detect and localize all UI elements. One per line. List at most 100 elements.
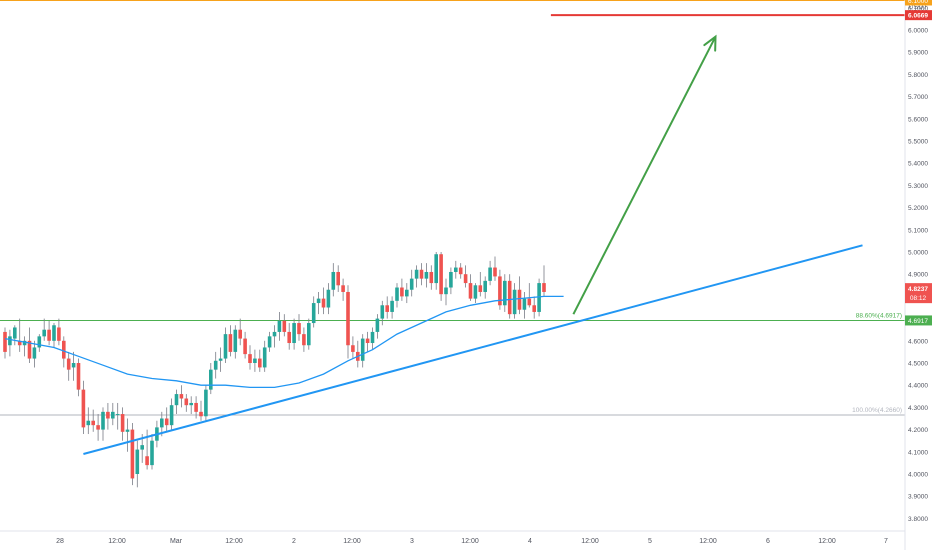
time-tick-label: 12:00 bbox=[343, 538, 361, 545]
candle-body bbox=[439, 254, 443, 295]
price-tick-label: 5.4000 bbox=[908, 161, 928, 168]
candle-body bbox=[57, 327, 61, 341]
candle-body bbox=[292, 323, 296, 344]
candle-body bbox=[174, 394, 179, 406]
time-tick-label: 12:00 bbox=[108, 538, 126, 545]
ascending-trendline bbox=[83, 244, 863, 455]
price-axis-background[interactable] bbox=[905, 0, 932, 550]
candle-body bbox=[111, 411, 115, 419]
candle-body bbox=[204, 389, 208, 417]
fib-886-price-value: 4.6917 bbox=[908, 318, 928, 325]
price-tick-label: 4.4000 bbox=[908, 383, 928, 390]
candle-body bbox=[429, 271, 434, 284]
price-tick-label: 5.8000 bbox=[908, 72, 928, 79]
candle-body bbox=[272, 331, 277, 337]
candle-body bbox=[81, 389, 86, 428]
candle-body bbox=[243, 338, 247, 355]
candle-body bbox=[213, 360, 218, 370]
candle-body bbox=[179, 394, 184, 399]
price-tick-label: 5.3000 bbox=[908, 183, 928, 190]
price-tick-label: 5.0000 bbox=[908, 250, 928, 257]
candle-body bbox=[341, 285, 345, 292]
candle-body bbox=[390, 300, 394, 312]
time-axis-ticks: 28 12:00 Mar 12:00 2 12:00 3 12:00 4 12:00 5 12:00 6… bbox=[56, 538, 888, 545]
price-tick-label: 5.9000 bbox=[908, 50, 928, 57]
candle-body bbox=[542, 283, 546, 292]
candle-body bbox=[336, 271, 340, 286]
candle-body bbox=[199, 411, 203, 417]
candle-body bbox=[13, 327, 17, 339]
candle-body bbox=[223, 334, 228, 359]
candle-body bbox=[532, 305, 536, 312]
candle-body bbox=[42, 329, 46, 337]
candle-body bbox=[321, 298, 326, 308]
candle-body bbox=[32, 347, 37, 359]
candle-body bbox=[503, 280, 507, 306]
candle-body bbox=[326, 289, 331, 308]
candle-body bbox=[233, 329, 238, 352]
candle-body bbox=[311, 303, 316, 324]
candle-body bbox=[218, 358, 223, 361]
candle-body bbox=[253, 358, 257, 363]
candle-body bbox=[140, 445, 144, 450]
price-tick-label: 5.5000 bbox=[908, 139, 928, 146]
candlestick-series bbox=[3, 252, 546, 488]
candle-body bbox=[507, 280, 512, 315]
candle-body bbox=[238, 329, 242, 339]
candle-body bbox=[282, 320, 287, 332]
candle-body bbox=[419, 269, 424, 279]
candle-body bbox=[488, 267, 492, 281]
candle-body bbox=[62, 340, 66, 359]
time-tick-label: Mar bbox=[170, 538, 183, 545]
price-tick-label: 4.6000 bbox=[908, 338, 928, 345]
candle-body bbox=[164, 418, 169, 426]
time-tick-label: 28 bbox=[56, 538, 64, 545]
time-tick-label: 2 bbox=[292, 538, 296, 545]
candle-body bbox=[512, 289, 517, 315]
candle-body bbox=[302, 334, 306, 346]
candle-body bbox=[405, 289, 409, 297]
price-tick-label: 5.6000 bbox=[908, 116, 928, 123]
price-tick-label: 4.3000 bbox=[908, 405, 928, 412]
target-price-tag bbox=[905, 10, 932, 21]
price-tick-label: 4.9000 bbox=[908, 272, 928, 279]
candle-body bbox=[125, 429, 130, 432]
candle-body bbox=[454, 267, 458, 272]
candle-body bbox=[37, 336, 42, 348]
candle-body bbox=[493, 267, 497, 277]
candle-body bbox=[228, 334, 233, 352]
current-price-value: 4.8237 bbox=[908, 286, 928, 293]
candle-body bbox=[331, 271, 336, 290]
candle-body bbox=[468, 283, 473, 299]
candle-body bbox=[22, 340, 27, 346]
candle-body bbox=[385, 305, 389, 312]
candle-body bbox=[370, 331, 375, 344]
candle-body bbox=[160, 418, 164, 428]
candle-body bbox=[189, 402, 193, 406]
time-tick-label: 4 bbox=[528, 538, 532, 545]
price-tick-label: 3.8000 bbox=[908, 516, 928, 523]
candle-body bbox=[150, 440, 154, 466]
fibonacci-levels[interactable]: 50.00%(6.1330)88.60%(4.6917)100.00%(4.26… bbox=[0, 0, 905, 416]
candle-body bbox=[86, 420, 91, 426]
candle-body bbox=[101, 411, 105, 430]
price-tick-label: 4.0000 bbox=[908, 472, 928, 479]
candle-body bbox=[3, 331, 7, 352]
drawings[interactable] bbox=[83, 14, 905, 455]
candle-body bbox=[307, 323, 311, 346]
candle-body bbox=[463, 274, 468, 284]
candle-body bbox=[365, 338, 370, 344]
candle-body bbox=[414, 269, 419, 279]
candle-body bbox=[267, 336, 272, 348]
candle-body bbox=[106, 411, 110, 419]
candle-body bbox=[316, 298, 321, 304]
price-tick-label: 4.1000 bbox=[908, 449, 928, 456]
candle-body bbox=[380, 305, 385, 319]
time-tick-label: 6 bbox=[766, 538, 770, 545]
candle-body bbox=[434, 254, 438, 284]
candle-body bbox=[517, 289, 522, 310]
